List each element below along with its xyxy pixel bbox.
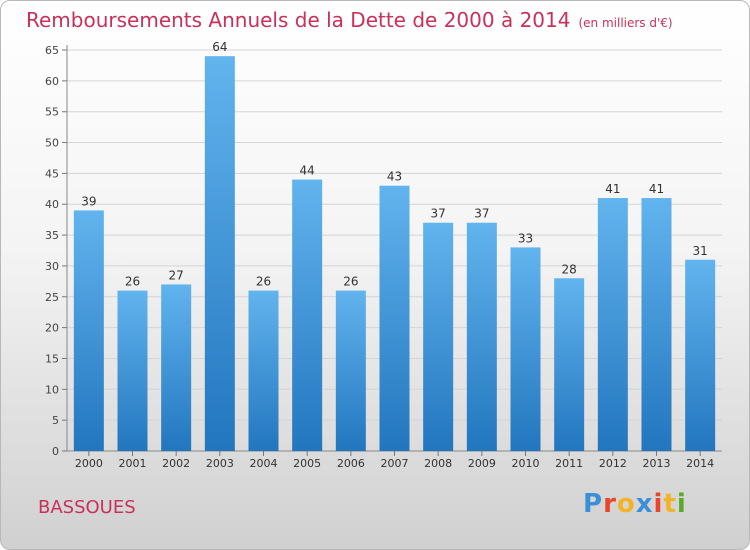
brand-letter: i xyxy=(676,489,687,519)
y-tick-label: 25 xyxy=(45,291,59,304)
y-tick-label: 45 xyxy=(45,167,59,180)
x-tick-label: 2001 xyxy=(119,457,147,470)
x-tick-label: 2014 xyxy=(686,457,714,470)
bar xyxy=(423,222,454,451)
y-tick-label: 35 xyxy=(45,229,59,242)
bar xyxy=(248,290,279,451)
bar-value-label: 26 xyxy=(125,275,140,289)
bar-value-label: 37 xyxy=(474,207,489,221)
y-tick-label: 50 xyxy=(45,137,59,150)
brand-letter: x xyxy=(635,489,654,519)
bar xyxy=(641,198,672,451)
x-tick-label: 2003 xyxy=(206,457,234,470)
bar-value-label: 26 xyxy=(256,275,271,289)
bar-value-label: 33 xyxy=(518,231,533,245)
chart-title-text: Remboursements Annuels de la Dette de 20… xyxy=(26,8,571,32)
bar xyxy=(117,290,148,451)
x-tick-label: 2000 xyxy=(75,457,103,470)
chart-unit: (en milliers d'€) xyxy=(578,16,673,30)
y-tick-label: 10 xyxy=(45,383,59,396)
bar xyxy=(161,284,192,451)
y-tick-label: 0 xyxy=(52,445,59,458)
bar xyxy=(204,56,235,452)
y-tick-label: 40 xyxy=(45,198,59,211)
bar xyxy=(597,198,628,451)
bar-value-label: 26 xyxy=(343,275,358,289)
bar-value-label: 41 xyxy=(649,182,664,196)
brand-letter: o xyxy=(616,489,636,519)
bar xyxy=(554,278,585,451)
x-tick-label: 2004 xyxy=(250,457,278,470)
bar-value-label: 31 xyxy=(693,244,708,258)
bar-value-label: 41 xyxy=(605,182,620,196)
bar xyxy=(292,179,323,452)
place-name: BASSOUES xyxy=(38,497,136,518)
chart-title: Remboursements Annuels de la Dette de 20… xyxy=(26,8,673,32)
bar xyxy=(685,259,716,451)
x-tick-label: 2012 xyxy=(599,457,627,470)
y-tick-label: 20 xyxy=(45,322,59,335)
bar-value-label: 64 xyxy=(212,40,227,54)
bar-value-label: 28 xyxy=(562,262,577,276)
brand-letter: r xyxy=(603,489,617,519)
brand-letter: P xyxy=(583,489,604,519)
x-tick-label: 2007 xyxy=(381,457,409,470)
x-tick-label: 2008 xyxy=(424,457,452,470)
x-tick-label: 2013 xyxy=(643,457,671,470)
brand-letter: i xyxy=(653,489,664,519)
y-tick-label: 55 xyxy=(45,106,59,119)
y-tick-label: 65 xyxy=(45,44,59,57)
bar-value-label: 44 xyxy=(300,164,315,178)
bar-value-label: 37 xyxy=(431,207,446,221)
bar xyxy=(335,290,366,451)
bar xyxy=(510,247,541,451)
bar xyxy=(379,185,410,451)
y-tick-label: 15 xyxy=(45,352,59,365)
bar-value-label: 27 xyxy=(169,268,184,282)
bar xyxy=(466,222,497,451)
x-tick-label: 2005 xyxy=(293,457,321,470)
y-tick-label: 30 xyxy=(45,260,59,273)
y-tick-label: 5 xyxy=(52,414,59,427)
x-tick-label: 2010 xyxy=(512,457,540,470)
bar-value-label: 39 xyxy=(81,194,96,208)
bar-value-label: 43 xyxy=(387,170,402,184)
x-tick-label: 2002 xyxy=(162,457,190,470)
x-tick-label: 2006 xyxy=(337,457,365,470)
y-tick-label: 60 xyxy=(45,75,59,88)
brand-logo: Proxiti xyxy=(583,489,687,519)
x-tick-label: 2011 xyxy=(555,457,583,470)
x-tick-label: 2009 xyxy=(468,457,496,470)
brand-letter: t xyxy=(663,489,677,519)
bar xyxy=(73,210,104,451)
